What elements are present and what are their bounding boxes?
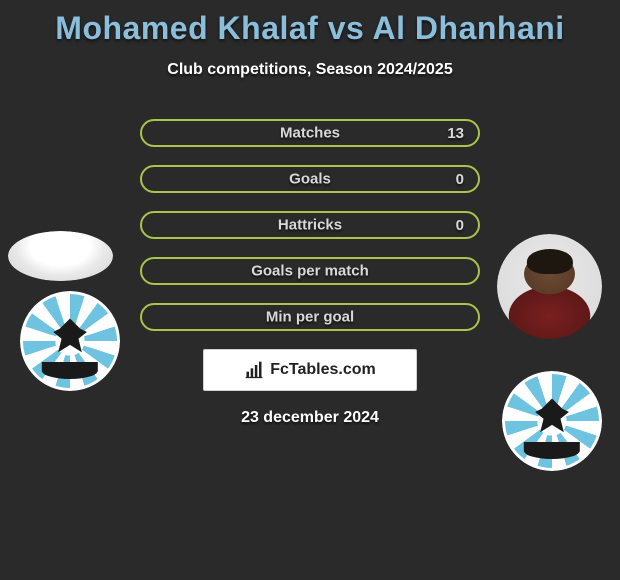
stat-row-goals: Goals 0: [140, 165, 480, 193]
club-logo-icon: [502, 371, 602, 471]
stat-row-goals-per-match: Goals per match: [140, 257, 480, 285]
stat-row-matches: Matches 13: [140, 119, 480, 147]
placeholder-avatar-icon: [8, 231, 113, 281]
stat-label: Matches: [280, 125, 340, 142]
player-avatar-right: [497, 234, 602, 339]
page-title: Mohamed Khalaf vs Al Dhanhani: [0, 0, 620, 47]
stat-value-right: 0: [456, 171, 464, 188]
stat-label: Min per goal: [266, 309, 354, 326]
branding-badge: FcTables.com: [203, 349, 417, 391]
player-avatar-left: [8, 231, 113, 281]
subtitle: Club competitions, Season 2024/2025: [0, 61, 620, 79]
stat-label: Hattricks: [278, 217, 342, 234]
club-logo-left: [20, 291, 120, 391]
bar-chart-icon: [244, 360, 264, 380]
club-logo-icon: [20, 291, 120, 391]
branding-text: FcTables.com: [270, 361, 376, 379]
club-logo-right: [502, 371, 602, 471]
stat-value-right: 0: [456, 217, 464, 234]
stat-label: Goals: [289, 171, 331, 188]
player-photo-icon: [497, 234, 602, 339]
stat-row-hattricks: Hattricks 0: [140, 211, 480, 239]
stats-area: Matches 13 Goals 0 Hattricks 0 Goals per…: [0, 119, 620, 427]
stat-value-right: 13: [447, 125, 464, 142]
stat-label: Goals per match: [251, 263, 369, 280]
stat-row-min-per-goal: Min per goal: [140, 303, 480, 331]
